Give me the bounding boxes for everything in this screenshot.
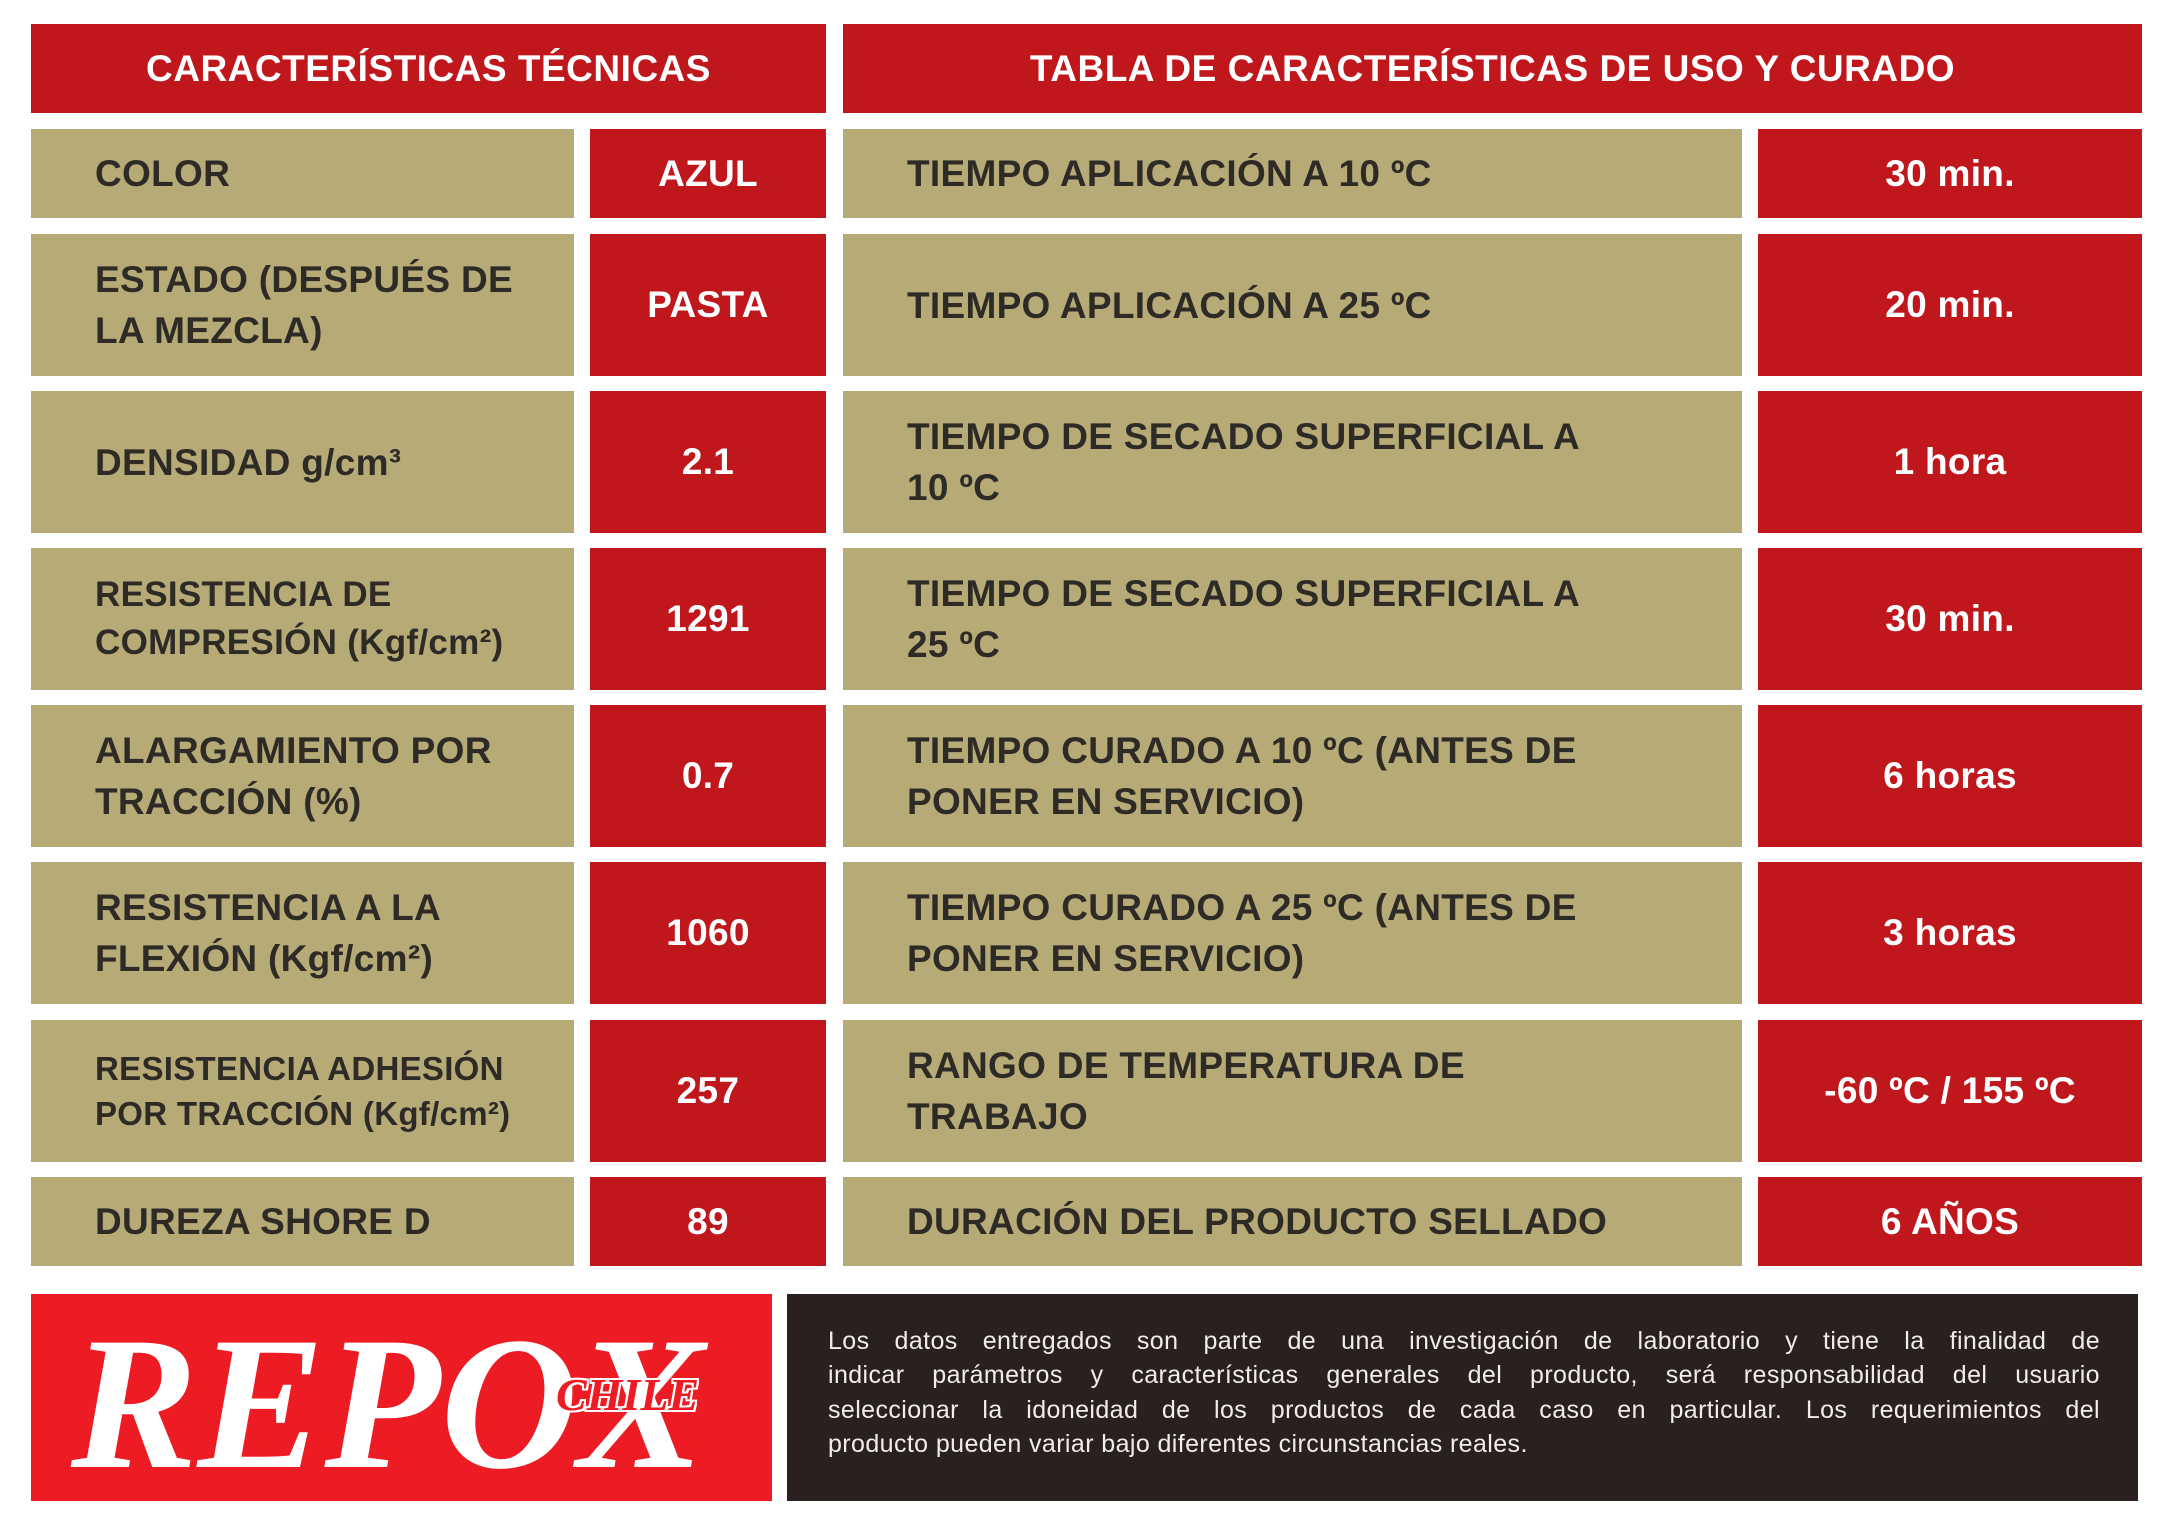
usage-spec-value-cell: 30 min. [1758, 548, 2142, 690]
usage-spec-label: TIEMPO APLICACIÓN A 25 ºC [907, 284, 1432, 326]
tech-spec-value: 1291 [666, 598, 750, 639]
usage-spec-label: TIEMPO CURADO A 10 ºC (ANTES DE PONER EN… [907, 730, 1577, 822]
usage-spec-label-cell: TIEMPO APLICACIÓN A 10 ºC [843, 129, 1742, 218]
tech-spec-label: RESISTENCIA A LA FLEXIÓN (Kgf/cm²) [95, 887, 442, 979]
usage-spec-label-cell: TIEMPO CURADO A 25 ºC (ANTES DE PONER EN… [843, 862, 1742, 1004]
logo-wordmark: REPOX [71, 1299, 705, 1501]
usage-spec-value-cell: -60 ºC / 155 ºC [1758, 1020, 2142, 1162]
tech-spec-value: PASTA [647, 284, 769, 325]
usage-spec-value: -60 ºC / 155 ºC [1824, 1070, 2076, 1111]
technical-specs-header-text: CARACTERÍSTICAS TÉCNICAS [146, 47, 711, 89]
usage-spec-value-cell: 6 AÑOS [1758, 1177, 2142, 1266]
tech-spec-label-cell: DUREZA SHORE D [31, 1177, 574, 1266]
disclaimer-line: indicar parámetros y características gen… [828, 1361, 2100, 1390]
usage-spec-value-cell: 20 min. [1758, 234, 2142, 376]
tech-spec-label-cell: RESISTENCIA A LA FLEXIÓN (Kgf/cm²) [31, 862, 574, 1004]
usage-spec-label: TIEMPO DE SECADO SUPERFICIAL A 25 ºC [907, 573, 1581, 665]
usage-spec-value: 20 min. [1885, 284, 2015, 325]
tech-spec-value-cell: 1060 [590, 862, 826, 1004]
technical-specs-header: CARACTERÍSTICAS TÉCNICAS [31, 24, 826, 113]
usage-spec-label: TIEMPO DE SECADO SUPERFICIAL A 10 ºC [907, 416, 1581, 508]
tech-spec-label-cell: ALARGAMIENTO POR TRACCIÓN (%) [31, 705, 574, 847]
usage-spec-value: 3 horas [1883, 912, 2017, 953]
tech-spec-value-cell: 257 [590, 1020, 826, 1162]
logo-subtitle: CHILE [556, 1369, 700, 1420]
usage-spec-label-cell: DURACIÓN DEL PRODUCTO SELLADO [843, 1177, 1742, 1266]
usage-spec-label: DURACIÓN DEL PRODUCTO SELLADO [907, 1201, 1608, 1242]
tech-spec-value: AZUL [658, 152, 758, 194]
disclaimer: Los datos entregados son parte de una in… [787, 1294, 2138, 1501]
tech-spec-label: ESTADO (DESPUÉS DE LA MEZCLA) [95, 259, 513, 351]
usage-spec-value-cell: 6 horas [1758, 705, 2142, 847]
tech-spec-label: DENSIDAD g/cm³ [95, 441, 402, 483]
usage-curing-header-text: TABLA DE CARACTERÍSTICAS DE USO Y CURADO [1029, 47, 1956, 89]
usage-spec-label: TIEMPO APLICACIÓN A 10 ºC [907, 153, 1432, 194]
usage-curing-header: TABLA DE CARACTERÍSTICAS DE USO Y CURADO [843, 24, 2142, 113]
usage-spec-label-cell: TIEMPO CURADO A 10 ºC (ANTES DE PONER EN… [843, 705, 1742, 847]
disclaimer-line: Los datos entregados son parte de una in… [828, 1327, 2100, 1355]
usage-spec-label-cell: RANGO DE TEMPERATURA DE TRABAJO [843, 1020, 1742, 1162]
usage-spec-value: 6 horas [1883, 755, 2017, 796]
usage-spec-value: 30 min. [1885, 152, 2015, 194]
disclaimer-line: producto pueden variar bajo diferentes c… [828, 1430, 1528, 1459]
tech-spec-label: COLOR [95, 153, 231, 194]
tech-spec-value-cell: AZUL [590, 129, 826, 218]
tech-spec-value: 257 [676, 1070, 740, 1111]
tech-spec-label: RESISTENCIA ADHESIÓN POR TRACCIÓN (Kgf/c… [95, 1050, 511, 1132]
usage-spec-label-cell: TIEMPO DE SECADO SUPERFICIAL A 25 ºC [843, 548, 1742, 690]
tech-spec-label: DUREZA SHORE D [95, 1201, 431, 1242]
tech-spec-label: ALARGAMIENTO POR TRACCIÓN (%) [95, 730, 492, 822]
tech-spec-label-cell: RESISTENCIA DE COMPRESIÓN (Kgf/cm²) [31, 548, 574, 690]
tech-spec-value: 89 [687, 1200, 729, 1242]
tech-spec-label-cell: DENSIDAD g/cm³ [31, 391, 574, 533]
usage-spec-label: RANGO DE TEMPERATURA DE TRABAJO [907, 1045, 1465, 1137]
tech-spec-value: 1060 [666, 912, 750, 953]
tech-spec-value-cell: 89 [590, 1177, 826, 1266]
tech-spec-label-cell: COLOR [31, 129, 574, 218]
tech-spec-value: 0.7 [681, 755, 735, 796]
usage-spec-label: TIEMPO CURADO A 25 ºC (ANTES DE PONER EN… [907, 887, 1577, 979]
logo: REPOX CHILE [31, 1294, 772, 1501]
tech-spec-label-cell: RESISTENCIA ADHESIÓN POR TRACCIÓN (Kgf/c… [31, 1020, 574, 1162]
disclaimer-line: seleccionar la idoneidad de los producto… [828, 1395, 2100, 1424]
usage-spec-value-cell: 30 min. [1758, 129, 2142, 218]
tech-spec-value-cell: 2.1 [590, 391, 826, 533]
tech-spec-value: 2.1 [681, 441, 735, 482]
tech-spec-value-cell: 0.7 [590, 705, 826, 847]
usage-spec-value: 1 hora [1893, 441, 2007, 482]
usage-spec-value: 6 AÑOS [1880, 1200, 2020, 1242]
usage-spec-value: 30 min. [1885, 598, 2015, 639]
usage-spec-value-cell: 3 horas [1758, 862, 2142, 1004]
tech-spec-label: RESISTENCIA DE COMPRESIÓN (Kgf/cm²) [95, 575, 504, 662]
usage-spec-value-cell: 1 hora [1758, 391, 2142, 533]
tech-spec-label-cell: ESTADO (DESPUÉS DE LA MEZCLA) [31, 234, 574, 376]
tech-spec-value-cell: 1291 [590, 548, 826, 690]
usage-spec-label-cell: TIEMPO DE SECADO SUPERFICIAL A 10 ºC [843, 391, 1742, 533]
usage-spec-label-cell: TIEMPO APLICACIÓN A 25 ºC [843, 234, 1742, 376]
tech-spec-value-cell: PASTA [590, 234, 826, 376]
